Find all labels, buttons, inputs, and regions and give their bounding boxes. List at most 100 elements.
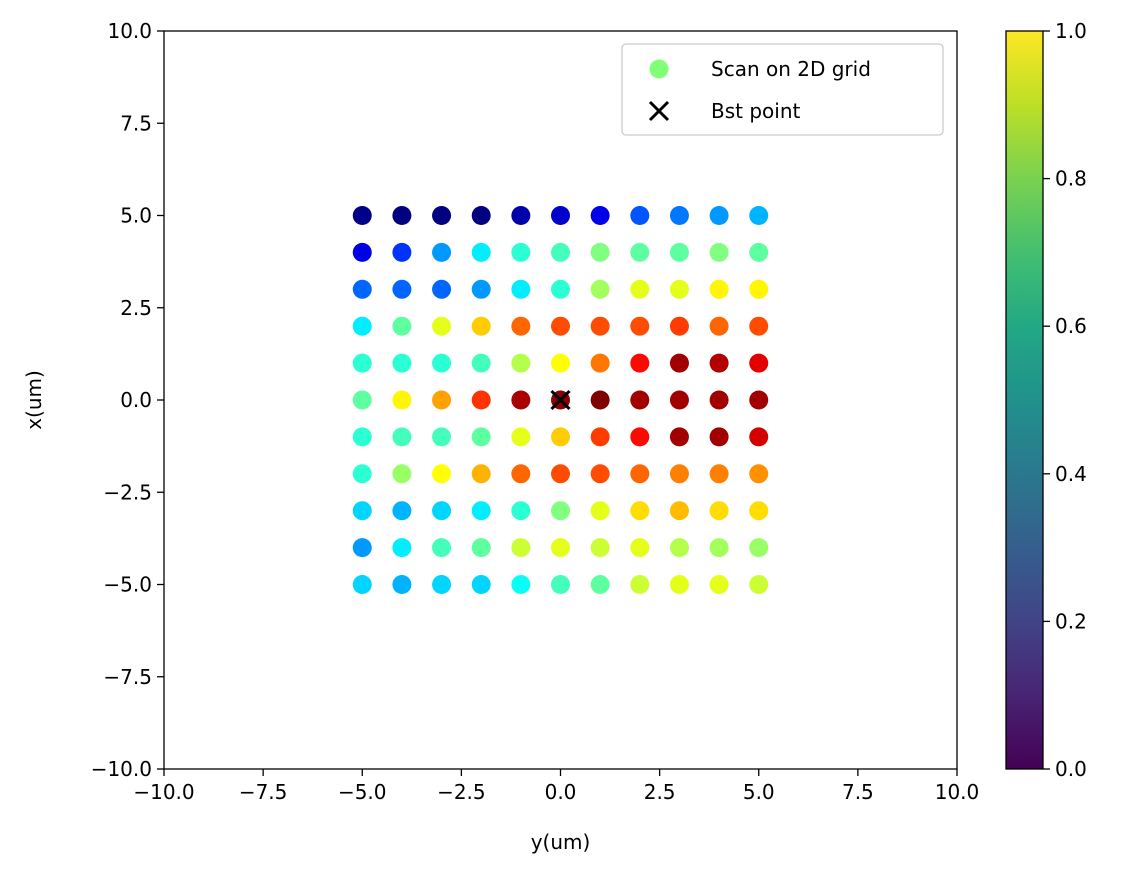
colorbar-tick-label: 0.6 <box>1055 314 1087 338</box>
scan-point <box>352 575 372 594</box>
x-tick-label: 7.5 <box>842 780 874 804</box>
scan-point <box>432 501 452 521</box>
scan-point <box>432 206 452 225</box>
scan-point <box>352 316 372 336</box>
scan-point <box>392 316 412 336</box>
scan-point <box>630 390 650 410</box>
scan-point <box>471 575 491 594</box>
scan-point <box>471 279 491 299</box>
scan-point <box>432 353 452 373</box>
colorbar-tick-label: 0.4 <box>1055 462 1087 486</box>
colorbar-tick-label: 1.0 <box>1055 19 1087 43</box>
scan-point <box>392 390 412 410</box>
scan-point <box>590 390 610 410</box>
scan-point <box>709 464 729 484</box>
x-axis: −10.0 −7.5 −5.0 −2.5 0.0 2.5 5.0 7.5 10.0 <box>133 769 979 804</box>
scan-point <box>551 464 570 484</box>
scan-point <box>551 279 570 299</box>
scan-point <box>511 206 531 225</box>
colorbar: 0.0 0.2 0.4 0.6 0.8 1.0 <box>1005 19 1087 781</box>
x-tick-label: 2.5 <box>644 780 676 804</box>
scan-point <box>352 390 372 410</box>
legend-marker-x <box>648 100 670 122</box>
scan-point <box>590 242 610 262</box>
y-tick-label: 10.0 <box>107 19 152 43</box>
scan-point <box>590 316 610 336</box>
scan-point <box>669 242 689 262</box>
x-axis-label: y(um) <box>531 830 591 854</box>
scan-point <box>551 206 570 225</box>
scan-point <box>590 464 610 484</box>
scan-point <box>630 316 650 336</box>
scan-point <box>590 501 610 521</box>
scan-point <box>392 464 412 484</box>
y-tick-label: −10.0 <box>91 757 152 781</box>
scan-point <box>432 538 452 558</box>
scan-point <box>749 316 769 336</box>
scan-point <box>709 427 729 447</box>
legend-box <box>621 43 944 136</box>
scan-point <box>749 575 769 594</box>
scan-point <box>551 316 570 336</box>
y-tick-label: 5.0 <box>120 204 152 228</box>
scan-point <box>709 353 729 373</box>
scan-point <box>551 353 570 373</box>
x-tick-label: 5.0 <box>743 780 775 804</box>
scan-point <box>590 538 610 558</box>
scan-point <box>471 501 491 521</box>
scan-point <box>511 316 531 336</box>
scan-point <box>590 279 610 299</box>
scan-point <box>432 427 452 447</box>
best-point-marker <box>550 389 571 411</box>
scan-point <box>511 464 531 484</box>
scan-point <box>511 353 531 373</box>
scan-point <box>352 206 372 225</box>
scan-point <box>352 427 372 447</box>
scan-point <box>432 390 452 410</box>
scan-point <box>511 538 531 558</box>
scan-point <box>630 575 650 594</box>
scan-point <box>590 206 610 225</box>
scan-point <box>669 501 689 521</box>
scan-point <box>471 390 491 410</box>
scan-point <box>630 279 650 299</box>
scan-point <box>630 242 650 262</box>
scan-point <box>551 242 570 262</box>
scan-point <box>669 575 689 594</box>
scan-point <box>669 206 689 225</box>
scan-point <box>709 316 729 336</box>
legend-marker-circle <box>649 59 669 79</box>
scan-point <box>709 575 729 594</box>
scan-point <box>511 279 531 299</box>
plot-area <box>163 30 958 770</box>
scan-point <box>551 538 570 558</box>
scan-point <box>709 242 729 262</box>
scan-point <box>471 353 491 373</box>
scan-point <box>392 242 412 262</box>
y-tick-label: 2.5 <box>120 296 152 320</box>
scan-point <box>352 538 372 558</box>
scan-point <box>749 279 769 299</box>
colorbar-frame <box>1005 30 1044 770</box>
x-tick-label: 10.0 <box>935 780 980 804</box>
scan-point <box>749 427 769 447</box>
colorbar-gradient <box>1006 31 1043 769</box>
scan-point <box>551 575 570 594</box>
y-tick-label: −2.5 <box>103 480 152 504</box>
scan-point <box>511 427 531 447</box>
scan-point <box>749 390 769 410</box>
y-tick-label: 0.0 <box>120 388 152 412</box>
scan-point <box>709 501 729 521</box>
scan-point <box>392 538 412 558</box>
scan-point <box>630 427 650 447</box>
colorbar-tick-label: 0.8 <box>1055 167 1087 191</box>
scan-point <box>352 353 372 373</box>
y-axis: −10.0 −7.5 −5.0 −2.5 0.0 2.5 5.0 7.5 10.0 <box>91 19 164 781</box>
scan-point <box>749 538 769 558</box>
scan-point <box>511 575 531 594</box>
scan-point <box>432 575 452 594</box>
scan-point <box>392 353 412 373</box>
scan-point <box>669 538 689 558</box>
scan-point <box>432 316 452 336</box>
